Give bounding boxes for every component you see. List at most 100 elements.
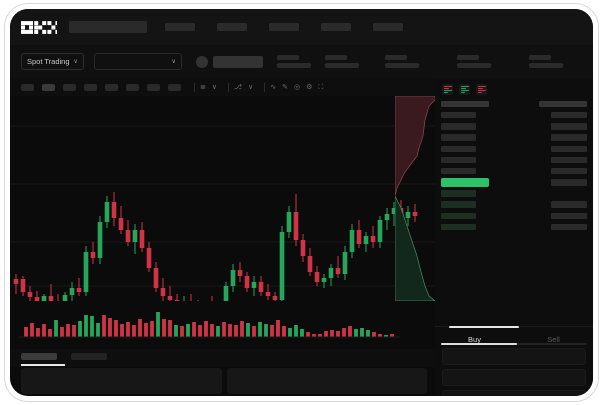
- table-row[interactable]: [441, 134, 587, 142]
- header-stat-1-value: [276, 62, 311, 68]
- last-price-row: [441, 177, 587, 187]
- volume-svg: [18, 312, 400, 338]
- nav-item-2[interactable]: [217, 23, 247, 31]
- header-stat-5: [528, 55, 563, 68]
- bottom-panels: [10, 368, 435, 396]
- table-row[interactable]: [441, 223, 587, 231]
- bottom-tab-1-label: [21, 353, 57, 360]
- chevron-down-icon-charttype[interactable]: ∨: [248, 83, 254, 91]
- header-stat-4: [456, 55, 491, 68]
- market-type-dropdown[interactable]: Spot Trading ∨: [21, 53, 84, 70]
- ask-size-5: [551, 156, 587, 164]
- tab-buy-underline: [449, 326, 519, 328]
- coin-avatar-icon: [195, 55, 208, 68]
- nav-item-4[interactable]: [321, 23, 351, 31]
- order-price-field[interactable]: [442, 348, 586, 365]
- timeframe-button-5[interactable]: [105, 83, 118, 91]
- timeframe-button-6[interactable]: [126, 83, 139, 91]
- bid-size-1: [551, 190, 587, 197]
- nav-item-1[interactable]: [165, 23, 195, 31]
- chevron-down-icon-indicator[interactable]: ∨: [211, 83, 217, 91]
- header-stat-3-value: [384, 62, 419, 68]
- toolbar-divider-3: [264, 82, 266, 92]
- chevron-down-icon-pair: ∨: [171, 58, 176, 65]
- order-amount-field[interactable]: [442, 369, 586, 386]
- order-form: [435, 348, 593, 396]
- magnet-icon[interactable]: ◎: [293, 83, 301, 91]
- header-stat-3: [384, 55, 419, 68]
- table-row[interactable]: [441, 145, 587, 153]
- bid-price-2: [441, 201, 476, 208]
- ask-size-4: [551, 145, 587, 152]
- timeframe-button-2[interactable]: [42, 83, 55, 91]
- chart-toolbar: ≣ ∨ ⎇ ∨ ∿ ✎ ◎ ⚙ ⛶: [10, 78, 435, 96]
- orderbook-mode-bids[interactable]: [459, 84, 470, 95]
- orderbook-mode-asks[interactable]: [476, 84, 487, 95]
- ask-size-6: [551, 167, 587, 175]
- settings-icon[interactable]: ⚙: [306, 83, 313, 91]
- bottom-tab-1[interactable]: [21, 353, 65, 366]
- candles-svg: [10, 125, 435, 301]
- timeframe-button-8[interactable]: [168, 83, 181, 91]
- order-total-field[interactable]: [442, 390, 586, 396]
- table-row[interactable]: [441, 212, 587, 220]
- volume-chart: [10, 301, 435, 349]
- header-stat-2-value: [324, 62, 359, 68]
- orderbook-mode-buttons: [435, 78, 593, 100]
- ask-price-4: [441, 145, 476, 152]
- table-row[interactable]: [441, 111, 587, 119]
- bid-size-4: [551, 223, 587, 231]
- nav-item-3[interactable]: [269, 23, 299, 31]
- table-row[interactable]: [441, 122, 587, 130]
- table-row[interactable]: [441, 190, 587, 198]
- chevron-down-icon: ∨: [73, 58, 78, 65]
- ask-price-3: [441, 134, 476, 141]
- toolbar-divider-1: [194, 82, 195, 92]
- header-stat-4-value: [456, 62, 491, 68]
- pair-dropdown[interactable]: ∨: [93, 53, 182, 70]
- timeframe-button-3[interactable]: [63, 83, 76, 91]
- toolbar-divider-2: [228, 82, 229, 92]
- bottom-tab-2-label: [71, 353, 107, 360]
- bottom-tab-2[interactable]: [71, 353, 107, 360]
- tab-sell[interactable]: Sell: [514, 327, 593, 348]
- top-navigation-bar: [10, 9, 593, 45]
- header-stat-1-label: [276, 55, 299, 61]
- table-row[interactable]: [441, 201, 587, 209]
- fullscreen-icon[interactable]: ⛶: [318, 83, 324, 91]
- nav-item-5[interactable]: [373, 23, 403, 31]
- last-price-value: [441, 177, 489, 187]
- indicator-icon[interactable]: ≣: [200, 83, 206, 91]
- timeframe-button-4[interactable]: [84, 83, 97, 91]
- order-book[interactable]: [435, 100, 593, 345]
- tab-sell-label: Sell: [547, 334, 560, 344]
- candlestick-chart[interactable]: [10, 96, 435, 301]
- bid-price-3: [441, 212, 476, 220]
- ask-price-5: [441, 156, 476, 164]
- ask-price-2: [441, 123, 476, 130]
- bid-size-3: [551, 212, 587, 220]
- header-stat-1: [276, 55, 311, 68]
- bottom-panel-1: [21, 368, 222, 394]
- line-chart-icon[interactable]: ∿: [270, 83, 277, 91]
- header-stat-2-label: [324, 55, 347, 61]
- header-stat-2: [324, 55, 359, 68]
- tab-buy[interactable]: Buy: [435, 326, 519, 348]
- bottom-tab-1-underline: [21, 364, 65, 366]
- ask-size-2: [551, 123, 587, 130]
- okx-logo-icon[interactable]: [21, 20, 57, 34]
- timeframe-button-7[interactable]: [147, 83, 160, 91]
- ask-price-6: [441, 167, 476, 175]
- search-input[interactable]: [69, 21, 147, 33]
- bid-price-4: [441, 223, 476, 231]
- orderbook-mode-both[interactable]: [442, 84, 453, 95]
- timeframe-button-1[interactable]: [21, 83, 34, 91]
- chart-type-icon[interactable]: ⎇: [234, 83, 243, 91]
- pair-name: [212, 55, 263, 68]
- table-row[interactable]: [441, 156, 587, 164]
- drawing-pencil-icon[interactable]: ✎: [282, 83, 288, 91]
- table-row[interactable]: [441, 167, 587, 175]
- bottom-panel-2: [226, 368, 427, 394]
- orderbook-scrollbar-thumb[interactable]: [441, 343, 517, 345]
